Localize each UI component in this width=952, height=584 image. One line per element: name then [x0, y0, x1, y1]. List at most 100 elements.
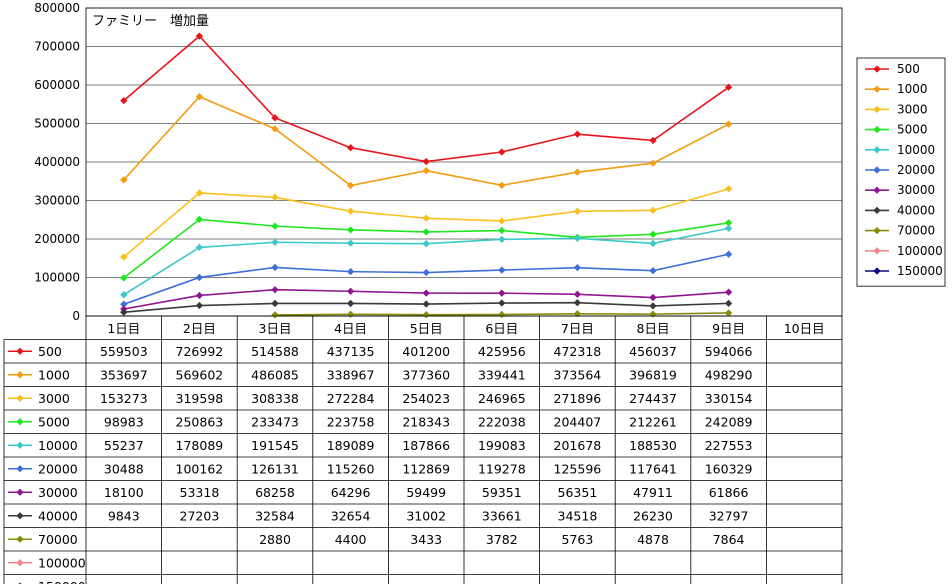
data-point-5000	[346, 226, 355, 234]
legend-label-500: 500	[897, 62, 920, 76]
data-point-500	[195, 32, 204, 40]
data-point-5000	[422, 228, 430, 236]
table-value-cell: 486085	[251, 367, 299, 382]
table-series-label-5000: 5000	[38, 414, 70, 429]
data-point-1000	[195, 92, 204, 101]
data-point-30000	[498, 289, 506, 297]
table-value-cell: 594066	[705, 344, 753, 359]
table-value-cell: 726992	[176, 344, 224, 359]
data-point-10000	[573, 234, 582, 243]
data-point-3000	[724, 185, 733, 193]
table-value-cell: 271896	[554, 391, 602, 406]
table-header-cell: 5日目	[410, 321, 443, 336]
table-value-cell: 34518	[558, 508, 598, 523]
data-point-10000	[120, 290, 128, 299]
table-key-marker-3000	[16, 394, 24, 403]
table-key-marker-100000	[16, 558, 24, 567]
data-point-20000	[649, 266, 657, 275]
data-point-3000	[498, 217, 506, 225]
table-value-cell: 472318	[554, 344, 602, 359]
table-value-cell: 330154	[705, 391, 753, 406]
data-point-500	[573, 130, 582, 138]
table-value-cell: 59351	[482, 485, 522, 500]
legend-box	[856, 57, 946, 287]
table-series-label-70000: 70000	[38, 532, 78, 547]
table-value-cell: 5763	[561, 532, 593, 547]
table-value-cell: 7864	[713, 532, 745, 547]
table-value-cell: 153273	[100, 391, 148, 406]
data-point-40000	[573, 298, 582, 307]
data-point-500	[120, 96, 128, 105]
table-value-cell: 569602	[176, 367, 224, 382]
data-point-3000	[346, 207, 355, 215]
data-point-500	[346, 143, 355, 152]
data-point-3000	[195, 189, 204, 197]
table-value-cell: 178089	[176, 438, 224, 453]
legend-marker-150000	[873, 267, 881, 275]
data-point-20000	[271, 263, 279, 272]
table-key-marker-70000	[16, 535, 24, 544]
table-value-cell: 308338	[251, 391, 299, 406]
legend-label-10000: 10000	[897, 143, 935, 157]
data-point-70000	[649, 310, 657, 318]
table-value-cell: 18100	[104, 485, 144, 500]
data-point-3000	[649, 206, 657, 215]
data-point-5000	[195, 215, 204, 224]
table-value-cell: 3782	[486, 532, 518, 547]
legend-label-150000: 150000	[897, 264, 943, 278]
table-header-cell: 6日目	[485, 321, 518, 336]
data-point-5000	[271, 222, 279, 230]
table-header-cell: 3日目	[259, 321, 292, 336]
table-value-cell: 339441	[478, 367, 526, 382]
legend-label-5000: 5000	[897, 123, 928, 137]
data-point-70000	[724, 309, 733, 317]
table-value-cell: 2880	[259, 532, 291, 547]
table-value-cell: 191545	[251, 438, 299, 453]
table-header-cell: 9日目	[712, 321, 745, 336]
table-series-label-40000: 40000	[38, 508, 78, 523]
data-point-30000	[422, 289, 430, 297]
table-value-cell: 373564	[554, 367, 602, 382]
data-point-1000	[422, 166, 430, 175]
legend-label-40000: 40000	[897, 203, 935, 217]
data-point-40000	[195, 301, 204, 310]
table-value-cell: 112869	[402, 461, 450, 476]
table-value-cell: 246965	[478, 391, 526, 406]
table-series-label-1000: 1000	[38, 367, 70, 382]
table-key-marker-30000	[16, 488, 24, 497]
data-point-30000	[724, 288, 733, 296]
table-value-cell: 26230	[633, 508, 673, 523]
table-value-cell: 199083	[478, 438, 526, 453]
table-value-cell: 353697	[100, 367, 148, 382]
y-tick-label: 500000	[34, 117, 80, 131]
table-value-cell: 100162	[176, 461, 224, 476]
table-value-cell: 338967	[327, 367, 375, 382]
legend-marker-20000	[873, 166, 881, 174]
table-value-cell: 254023	[402, 391, 450, 406]
data-point-20000	[724, 250, 733, 259]
table-value-cell: 272284	[327, 391, 375, 406]
table-value-cell: 30488	[104, 461, 144, 476]
table-value-cell: 9843	[108, 508, 140, 523]
table-value-cell: 3433	[410, 532, 442, 547]
table-key-marker-5000	[16, 417, 24, 426]
table-value-cell: 64296	[331, 485, 371, 500]
table-value-cell: 32797	[709, 508, 749, 523]
data-point-500	[724, 83, 733, 92]
table-series-label-150000: 150000	[38, 579, 86, 584]
series-line-10000	[123, 227, 729, 296]
y-tick-label: 700000	[34, 40, 80, 54]
y-tick-label: 0	[72, 309, 80, 323]
table-value-cell: 456037	[629, 344, 677, 359]
data-point-20000	[498, 266, 506, 274]
table-value-cell: 125596	[554, 461, 602, 476]
table-value-cell: 33661	[482, 508, 522, 523]
table-value-cell: 55237	[104, 438, 144, 453]
data-point-20000	[195, 273, 204, 282]
data-point-3000	[573, 207, 582, 216]
table-value-cell: 32654	[331, 508, 371, 523]
table-value-cell: 401200	[402, 344, 450, 359]
legend-marker-10000	[873, 146, 881, 154]
table-value-cell: 319598	[176, 391, 224, 406]
data-point-70000	[498, 310, 506, 319]
